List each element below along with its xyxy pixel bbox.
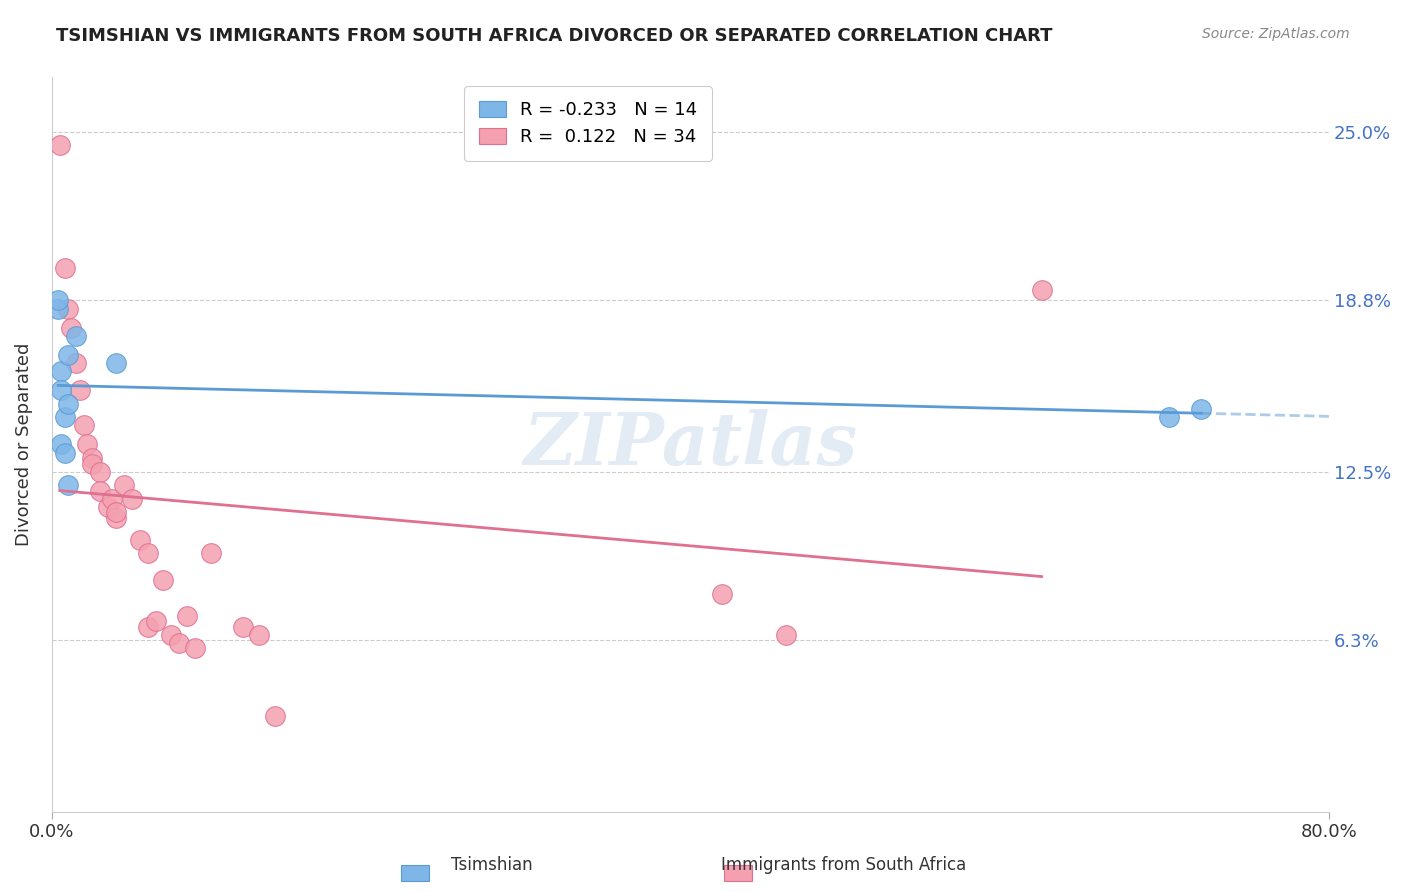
Point <box>101 491 124 506</box>
Text: TSIMSHIAN VS IMMIGRANTS FROM SOUTH AFRICA DIVORCED OR SEPARATED CORRELATION CHAR: TSIMSHIAN VS IMMIGRANTS FROM SOUTH AFRIC… <box>56 27 1053 45</box>
Point <box>264 709 287 723</box>
Point <box>46 301 69 316</box>
Point <box>53 260 76 275</box>
Point <box>121 491 143 506</box>
Point <box>51 437 73 451</box>
Point <box>128 533 150 547</box>
Point <box>51 364 73 378</box>
Point <box>89 465 111 479</box>
Point <box>104 505 127 519</box>
Point <box>1031 283 1053 297</box>
Point <box>65 328 87 343</box>
Point <box>136 620 159 634</box>
Point <box>80 451 103 466</box>
Point <box>56 478 79 492</box>
Point <box>1159 410 1181 425</box>
Point <box>53 445 76 459</box>
Text: Tsimshian: Tsimshian <box>451 856 533 874</box>
Legend: R = -0.233   N = 14, R =  0.122   N = 34: R = -0.233 N = 14, R = 0.122 N = 34 <box>464 87 711 161</box>
Point <box>56 301 79 316</box>
Point <box>200 546 222 560</box>
Point <box>89 483 111 498</box>
Point <box>97 500 120 514</box>
Point <box>59 320 82 334</box>
Point <box>73 418 96 433</box>
Point <box>160 628 183 642</box>
Point <box>711 587 734 601</box>
Point <box>104 356 127 370</box>
Point <box>48 138 70 153</box>
Point <box>112 478 135 492</box>
Point <box>46 293 69 308</box>
Point <box>104 511 127 525</box>
Text: ZIPatlas: ZIPatlas <box>523 409 858 480</box>
Point <box>65 356 87 370</box>
Point <box>775 628 797 642</box>
Point <box>232 620 254 634</box>
Point <box>69 383 91 397</box>
Point <box>53 410 76 425</box>
Text: Immigrants from South Africa: Immigrants from South Africa <box>721 856 966 874</box>
Point <box>80 457 103 471</box>
Text: Source: ZipAtlas.com: Source: ZipAtlas.com <box>1202 27 1350 41</box>
Point <box>56 348 79 362</box>
Point <box>184 641 207 656</box>
Point <box>76 437 98 451</box>
Point <box>176 608 198 623</box>
Point <box>145 614 167 628</box>
Point <box>1189 402 1212 417</box>
Point <box>152 574 174 588</box>
Point <box>247 628 270 642</box>
Point <box>56 397 79 411</box>
Y-axis label: Divorced or Separated: Divorced or Separated <box>15 343 32 546</box>
Point <box>51 383 73 397</box>
Point <box>169 636 191 650</box>
Point <box>136 546 159 560</box>
